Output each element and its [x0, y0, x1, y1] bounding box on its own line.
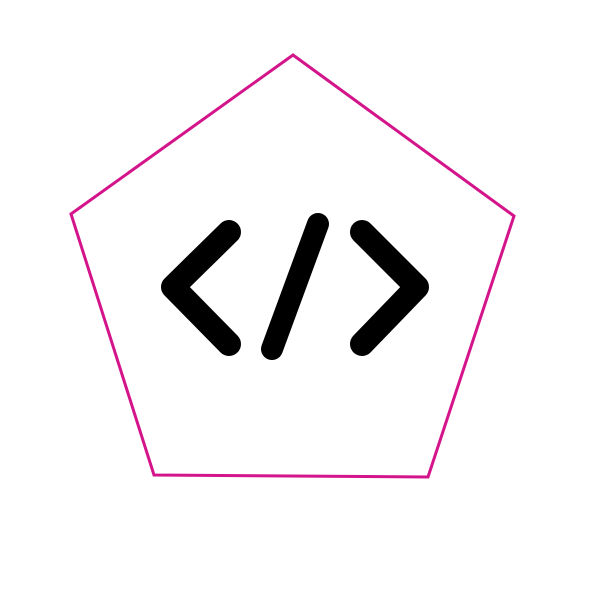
left-angle-bracket: [161, 220, 241, 356]
slash: [261, 213, 329, 360]
pentagon-outline: [69, 53, 516, 479]
code-brackets-icon: [161, 213, 429, 360]
right-angle-bracket: [350, 220, 429, 356]
